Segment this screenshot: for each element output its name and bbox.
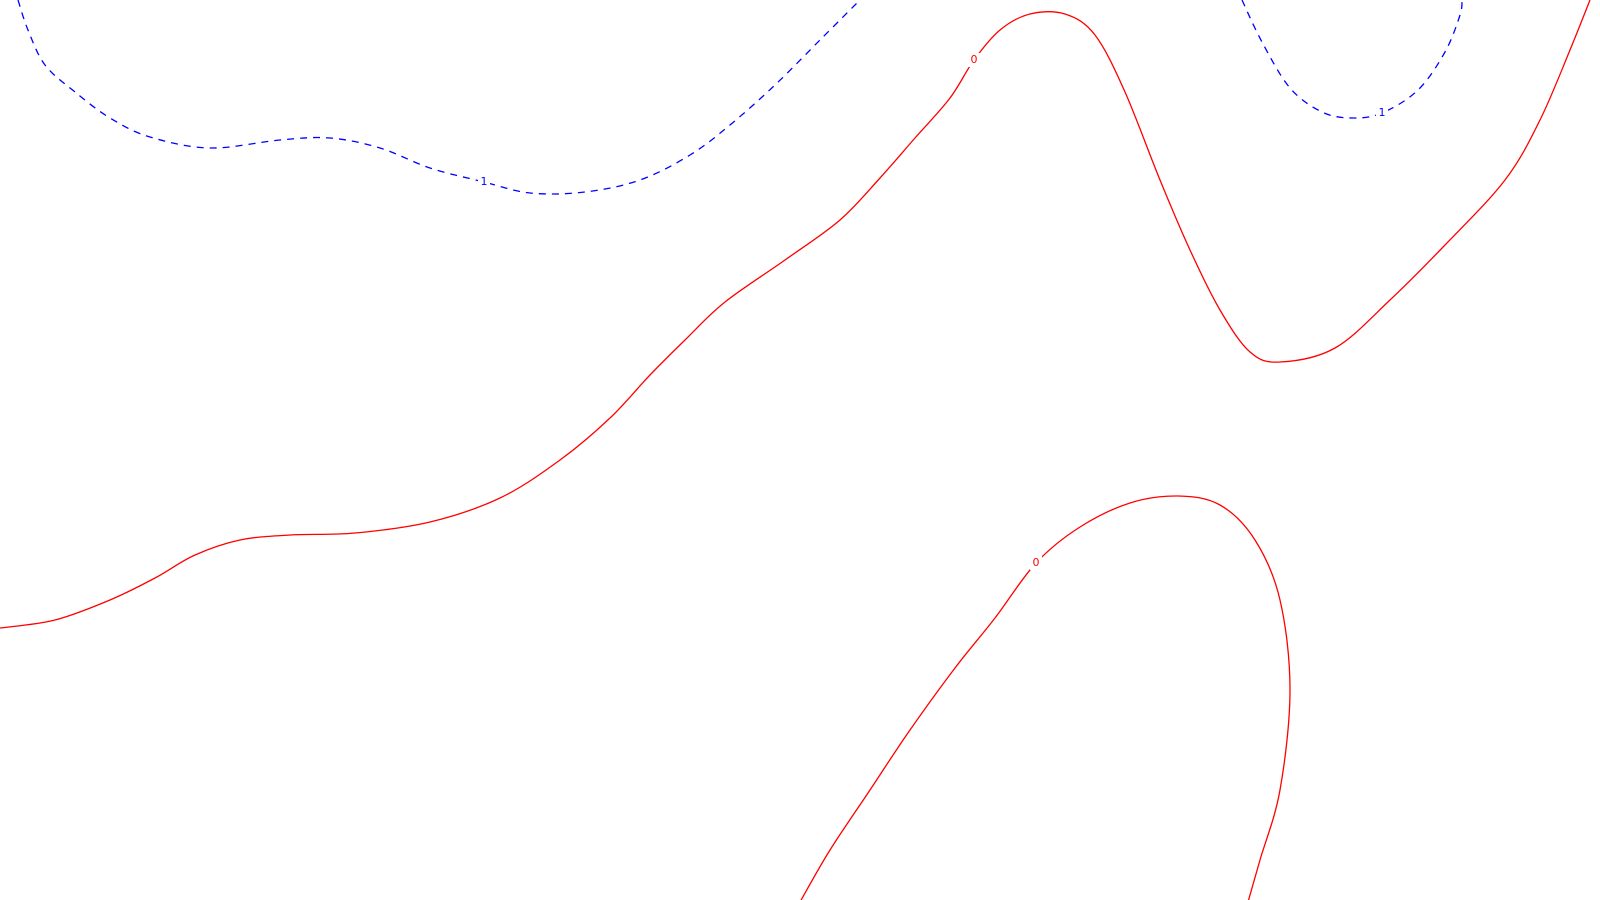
contour-line-level-0-2 <box>800 495 1291 900</box>
contour-label-background <box>1376 106 1388 120</box>
contour-label-level-1-2: 1 <box>1379 106 1386 119</box>
contour-label-level-0-1: 0 <box>971 53 978 66</box>
contour-line-level-1-2 <box>1241 0 1463 119</box>
contour-label-level-1-1: 1 <box>481 175 488 188</box>
contour-line-level-0-1 <box>0 0 1591 629</box>
contour-label-background <box>968 53 980 67</box>
contour-label-background <box>478 175 490 189</box>
contour-label-background <box>1030 556 1042 570</box>
contour-label-level-0-2: 0 <box>1033 556 1040 569</box>
contour-labels-layer: 1 1 0 0 <box>478 53 1388 570</box>
contour-line-level-1-1 <box>17 0 861 195</box>
